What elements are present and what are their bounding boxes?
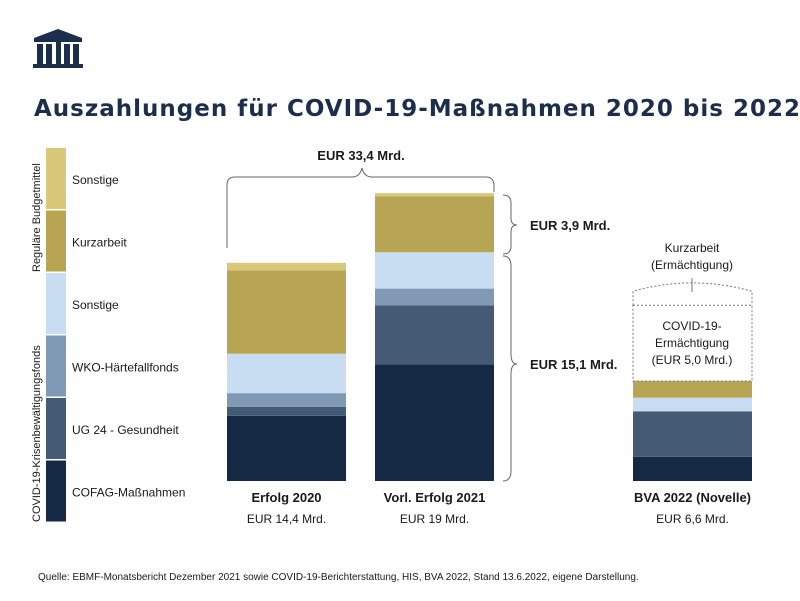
legend-label: UG 24 - Gesundheit (72, 423, 179, 437)
legend-group-covid-fund: COVID-19-Krisenbewältigungsfonds (31, 345, 43, 522)
legend-label: Kurzarbeit (72, 236, 127, 250)
legend-swatch (46, 335, 66, 397)
bar-segment-3-0 (227, 353, 346, 394)
bars (227, 193, 752, 481)
bar-segment-2-0 (227, 393, 346, 407)
svg-text:Ermächtigung: Ermächtigung (655, 336, 729, 350)
x-tick-label: Vorl. Erfolg 2021 (384, 490, 486, 505)
bar-segment-3-2 (633, 397, 752, 412)
page-title: Auszahlungen für COVID-19-Maßnahmen 2020… (34, 96, 800, 122)
bar-segment-5-1 (375, 193, 494, 197)
bar-segment-5-0 (227, 262, 346, 271)
source-note: Quelle: EBMF-Monatsbericht Dezember 2021… (38, 572, 639, 583)
x-tick-label: Erfolg 2020 (251, 490, 321, 505)
legend-swatch (46, 273, 66, 334)
legend-swatch (46, 460, 66, 522)
legend-swatch (46, 398, 66, 459)
legend-group-regular: Reguläre Budgetmittel (31, 163, 43, 272)
kurzarbeit-authorization-cap: Kurzarbeit (Ermächtigung) (632, 241, 753, 306)
covid-authorization-box: COVID-19- Ermächtigung (EUR 5,0 Mrd.) (632, 304, 753, 382)
bar-segment-1-2 (633, 411, 752, 457)
svg-text:Kurzarbeit: Kurzarbeit (665, 241, 720, 255)
fund-brace-label: EUR 15,1 Mrd. (530, 357, 617, 372)
total-brace-label: EUR 33,4 Mrd. (317, 148, 404, 163)
svg-text:(EUR 5,0 Mrd.): (EUR 5,0 Mrd.) (652, 353, 733, 367)
parliament-logo-icon (33, 29, 83, 68)
regular-brace-label: EUR 3,9 Mrd. (530, 218, 610, 233)
legend-label: Sonstige (72, 173, 119, 187)
x-total-label: EUR 14,4 Mrd. (247, 512, 326, 526)
bar-segment-1-1 (375, 305, 494, 365)
legend-swatch (46, 148, 66, 209)
legend-swatch (46, 210, 66, 272)
svg-text:COVID-19-: COVID-19- (662, 319, 721, 333)
regular-brace (502, 194, 518, 255)
legend: Sonstige Kurzarbeit Sonstige WKO-Härtefallf… (46, 148, 185, 522)
legend-label: Sonstige (72, 298, 119, 312)
bar-segment-0-0 (227, 415, 346, 481)
bar-segment-3-1 (375, 252, 494, 289)
bar-segment-4-2 (633, 381, 752, 398)
bar-segment-0-2 (633, 456, 752, 481)
bar-segment-4-0 (227, 270, 346, 354)
x-labels: Erfolg 2020 EUR 14,4 Mrd. Vorl. Erfolg 202… (247, 490, 751, 526)
legend-label: COFAG-Maßnahmen (72, 486, 185, 500)
x-total-label: EUR 19 Mrd. (400, 512, 469, 526)
bar-segment-2-1 (375, 288, 494, 306)
x-tick-label: BVA 2022 (Novelle) (634, 490, 751, 505)
x-total-label: EUR 6,6 Mrd. (656, 512, 729, 526)
bar-segment-0-1 (375, 364, 494, 481)
svg-text:(Ermächtigung): (Ermächtigung) (651, 258, 733, 272)
total-brace (226, 167, 495, 248)
fund-brace (502, 255, 518, 482)
bar-segment-1-0 (227, 406, 346, 416)
bar-segment-4-1 (375, 196, 494, 253)
legend-label: WKO-Härtefallfonds (72, 361, 179, 375)
